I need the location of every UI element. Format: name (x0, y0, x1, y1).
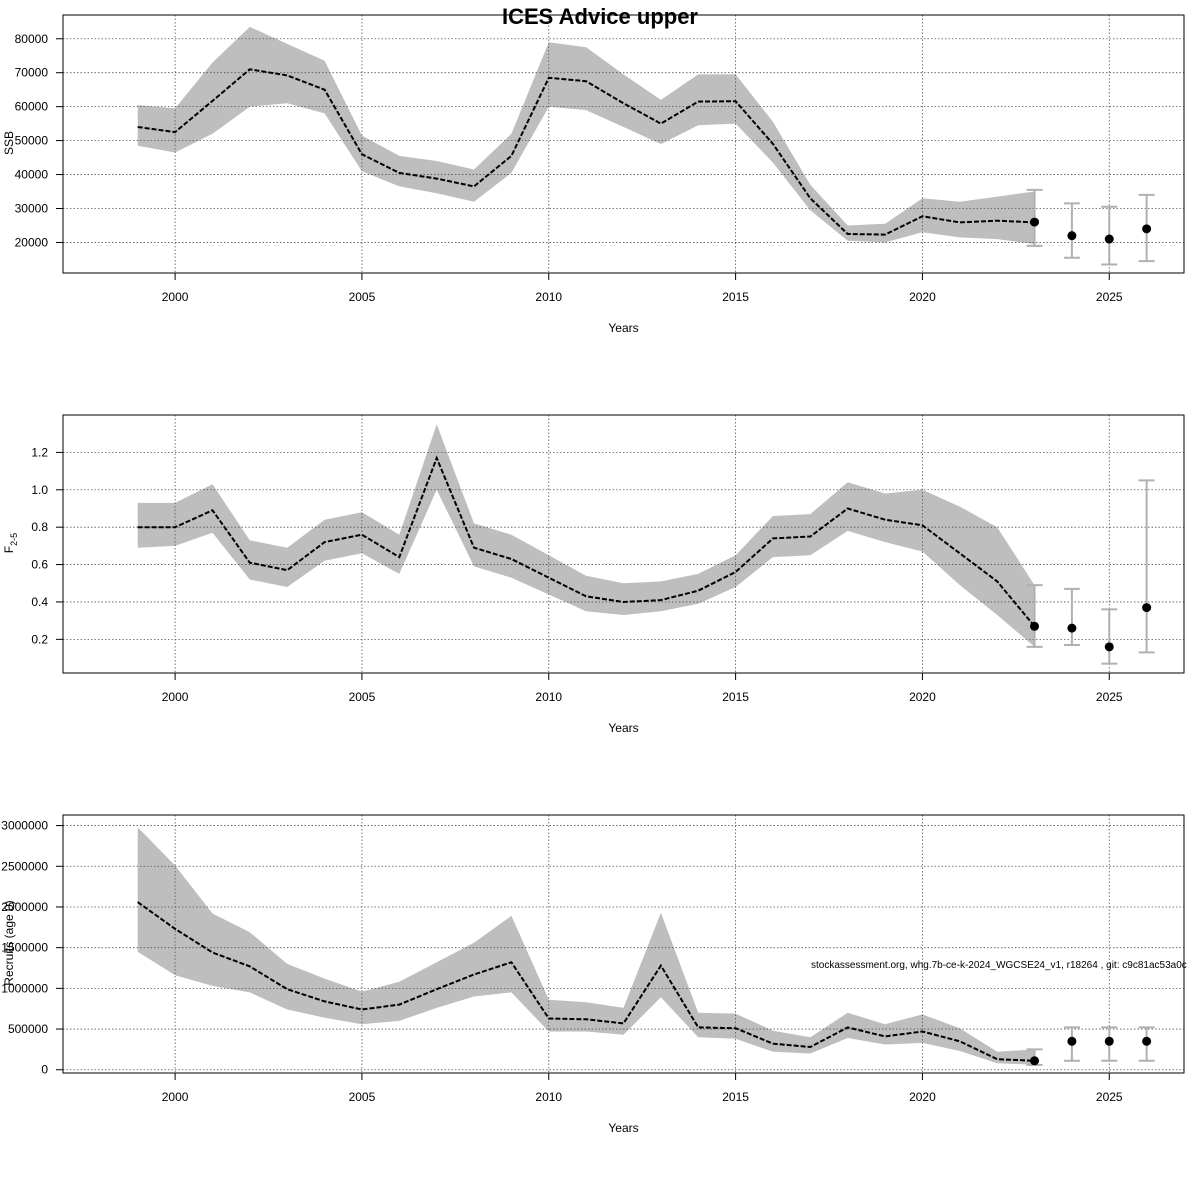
x-axis-label: Years (608, 721, 638, 735)
plot-frame (62, 14, 1185, 274)
x-tick-label: 2010 (535, 1090, 562, 1104)
y-axis-label: SSB (2, 131, 16, 155)
y-tick-label: 2500000 (1, 859, 48, 873)
y-tick-label: 3000000 (1, 819, 48, 833)
x-tick-label: 2010 (535, 290, 562, 304)
confidence-band (137, 424, 1035, 647)
x-tick-label: 2025 (1096, 690, 1123, 704)
y-axis-label-subscript: 2-5 (9, 533, 19, 546)
forecast-point (1067, 1036, 1077, 1046)
x-tick-label: 2005 (349, 690, 376, 704)
figure-title: ICES Advice upper (502, 4, 698, 29)
x-tick-label: 2020 (909, 690, 936, 704)
x-tick-label: 2000 (162, 690, 189, 704)
y-tick-label: 0.4 (31, 595, 48, 609)
y-tick-label: 30000 (15, 202, 49, 216)
x-tick-label: 2005 (349, 1090, 376, 1104)
y-tick-label: 0.2 (31, 632, 48, 646)
y-axis-label: F2-5 (2, 533, 19, 553)
x-tick-label: 2020 (909, 1090, 936, 1104)
forecast-errorbar (1063, 587, 1080, 646)
x-tick-label: 2025 (1096, 290, 1123, 304)
y-tick-label: 20000 (15, 235, 49, 249)
forecast-point (1030, 1056, 1040, 1066)
forecast-point (1104, 1036, 1114, 1046)
x-axis-label: Years (608, 321, 638, 335)
estimate-line (137, 455, 1036, 627)
plot-frame (62, 814, 1185, 1074)
x-tick-label: 2005 (349, 290, 376, 304)
forecast-point (1067, 623, 1077, 633)
x-tick-label: 2015 (722, 1090, 749, 1104)
forecast-errorbar (1063, 202, 1080, 259)
y-tick-label: 1500000 (1, 941, 48, 955)
y-tick-label: 0 (41, 1063, 48, 1077)
forecast-point (1142, 224, 1152, 234)
forecast-point (1142, 603, 1152, 613)
forecast-point (1067, 231, 1077, 241)
forecast-point (1104, 642, 1114, 652)
confidence-band (137, 26, 1035, 245)
y-tick-label: 1.0 (31, 483, 48, 497)
y-tick-label: 40000 (15, 168, 49, 182)
x-tick-label: 2020 (909, 290, 936, 304)
forecast-point (1030, 621, 1040, 631)
y-tick-label: 1000000 (1, 981, 48, 995)
forecast-errorbar (1138, 479, 1155, 654)
y-tick-label: 80000 (15, 32, 49, 46)
estimate-line (137, 68, 1035, 236)
x-tick-label: 2025 (1096, 1090, 1123, 1104)
plot-frame (62, 414, 1185, 674)
y-tick-label: 1.2 (31, 445, 48, 459)
forecast-errorbar (1101, 608, 1118, 665)
y-axis-label: Recruits (age 0) (2, 900, 16, 985)
forecast-point (1142, 1036, 1152, 1046)
y-tick-label: 0.8 (31, 520, 48, 534)
x-axis-label: Years (608, 1121, 638, 1135)
forecast-point (1104, 234, 1114, 244)
x-tick-label: 2015 (722, 690, 749, 704)
y-tick-label: 50000 (15, 134, 49, 148)
y-tick-label: 500000 (8, 1022, 48, 1036)
x-tick-label: 2015 (722, 290, 749, 304)
panel-fbar: 2000 2005 2010 2015 2020 2025 0.2 0.4 0.6 0.8 1.0 1… (2, 414, 1185, 735)
forecast-point (1030, 217, 1040, 227)
x-tick-label: 2000 (162, 290, 189, 304)
source-footnote: stockassessment.org, whg.7b-ce-k-2024_WG… (811, 960, 1187, 971)
y-tick-label: 60000 (15, 100, 49, 114)
panel-ssb: 2000 2005 2010 2015 2020 2025 20000 30000 40000 5… (2, 14, 1185, 335)
y-tick-label: 2000000 (1, 900, 48, 914)
panel-recruits: 2000 2005 2010 2015 2020 2025 0 500000 1000000 15… (1, 814, 1185, 1135)
y-tick-label: 0.6 (31, 558, 48, 572)
y-tick-label: 70000 (15, 66, 49, 80)
x-tick-label: 2010 (535, 690, 562, 704)
forecast-errorbar (1026, 584, 1043, 648)
x-tick-label: 2000 (162, 1090, 189, 1104)
estimate-line (137, 901, 1035, 1062)
